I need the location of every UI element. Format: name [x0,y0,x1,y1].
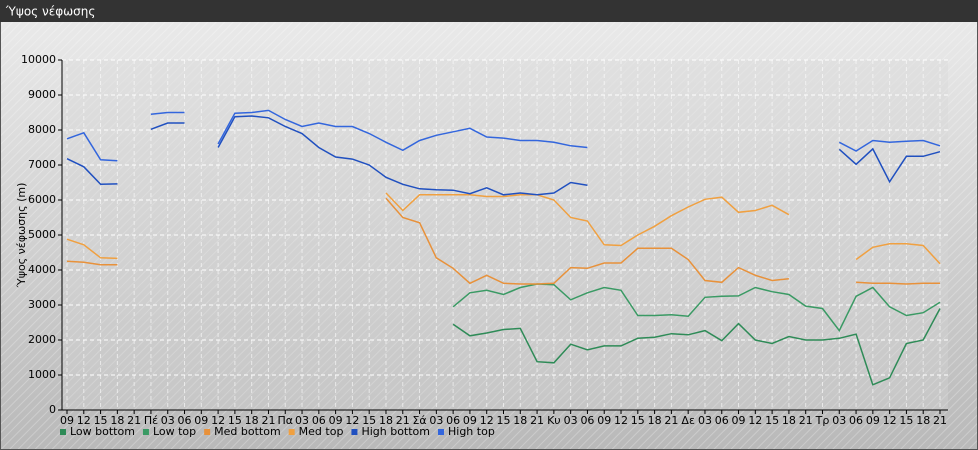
x-tick-label: 06 [178,414,192,427]
y-tick-label: 1000 [28,368,56,381]
legend-marker [438,429,444,435]
x-tick-label: 09 [463,414,477,427]
x-tick-label: 18 [110,414,124,427]
y-tick-label: 2000 [28,333,56,346]
x-tick-label: 18 [513,414,527,427]
x-tick-label: 12 [614,414,628,427]
x-tick-label: 06 [446,414,460,427]
x-tick-label: Πα [277,414,293,427]
x-tick-label: Δε [681,414,695,427]
x-tick-label: 12 [77,414,91,427]
y-tick-label: 0 [49,403,56,416]
x-tick-label: 18 [782,414,796,427]
legend-label: Med top [299,425,344,438]
y-axis-label: Ύψος νέφωσης (m) [15,183,28,289]
x-tick-label: 15 [497,414,511,427]
x-tick-label: 03 [698,414,712,427]
y-tick-label: 9000 [28,88,56,101]
x-tick-label: Κυ [547,414,561,427]
y-tick-label: 8000 [28,123,56,136]
x-tick-label: 06 [715,414,729,427]
y-tick-label: 4000 [28,263,56,276]
legend-marker [204,429,211,435]
x-tick-label: 03 [295,414,309,427]
x-tick-label: 03 [161,414,175,427]
x-tick-label: 12 [211,414,225,427]
x-tick-label: 06 [312,414,326,427]
x-tick-label: 12 [480,414,494,427]
x-tick-label: 09 [866,414,880,427]
legend-marker [288,429,295,435]
series-line [452,308,941,386]
x-tick-label: 12 [748,414,762,427]
legend-label: High bottom [361,425,430,438]
legend-label: Low bottom [70,425,135,438]
legend-label: Med bottom [214,425,281,438]
x-tick-label: 03 [429,414,443,427]
x-tick-label: 21 [127,414,141,427]
y-tick-label: 6000 [28,193,56,206]
x-tick-label: 09 [597,414,611,427]
x-tick-label: Σά [412,414,426,427]
legend-marker [60,429,66,435]
legend-label: High top [448,425,495,438]
x-tick-label: 15 [765,414,779,427]
x-tick-label: 09 [329,414,343,427]
x-tick-label: 21 [799,414,813,427]
series-line [66,197,940,285]
x-tick-label: 15 [631,414,645,427]
x-tick-label: 15 [362,414,376,427]
x-tick-label: 21 [396,414,410,427]
x-tick-label: 21 [261,414,275,427]
y-tick-label: 3000 [28,298,56,311]
x-tick-label: 15 [94,414,108,427]
x-tick-label: 15 [899,414,913,427]
x-tick-label: 06 [580,414,594,427]
x-tick-label: 03 [564,414,578,427]
x-tick-label: Τρ [815,414,830,427]
x-tick-label: 12 [883,414,897,427]
x-tick-label: Πέ [144,414,158,427]
legend-marker [142,429,149,435]
legend-label: Low top [153,425,196,438]
series-line [66,115,941,196]
x-tick-label: 18 [245,414,259,427]
x-tick-label: 09 [60,414,74,427]
x-tick-label: 09 [194,414,208,427]
x-tick-label: 18 [648,414,662,427]
x-tick-label: 21 [530,414,544,427]
series-line [66,109,941,162]
series-line [66,192,941,265]
x-tick-label: 03 [832,414,846,427]
x-tick-label: 06 [849,414,863,427]
x-tick-label: 18 [379,414,393,427]
y-tick-label: 5000 [28,228,56,241]
y-tick-label: 7000 [28,158,56,171]
x-tick-label: 12 [345,414,359,427]
y-tick-label: 10000 [21,53,56,66]
x-tick-label: 21 [664,414,678,427]
x-tick-label: 18 [916,414,930,427]
legend-marker [351,429,358,435]
x-tick-label: 21 [933,414,947,427]
x-tick-label: 09 [732,414,746,427]
chart-title: Ύψος νέφωσης [5,5,95,19]
x-tick-label: 15 [228,414,242,427]
title-bar [0,0,978,22]
